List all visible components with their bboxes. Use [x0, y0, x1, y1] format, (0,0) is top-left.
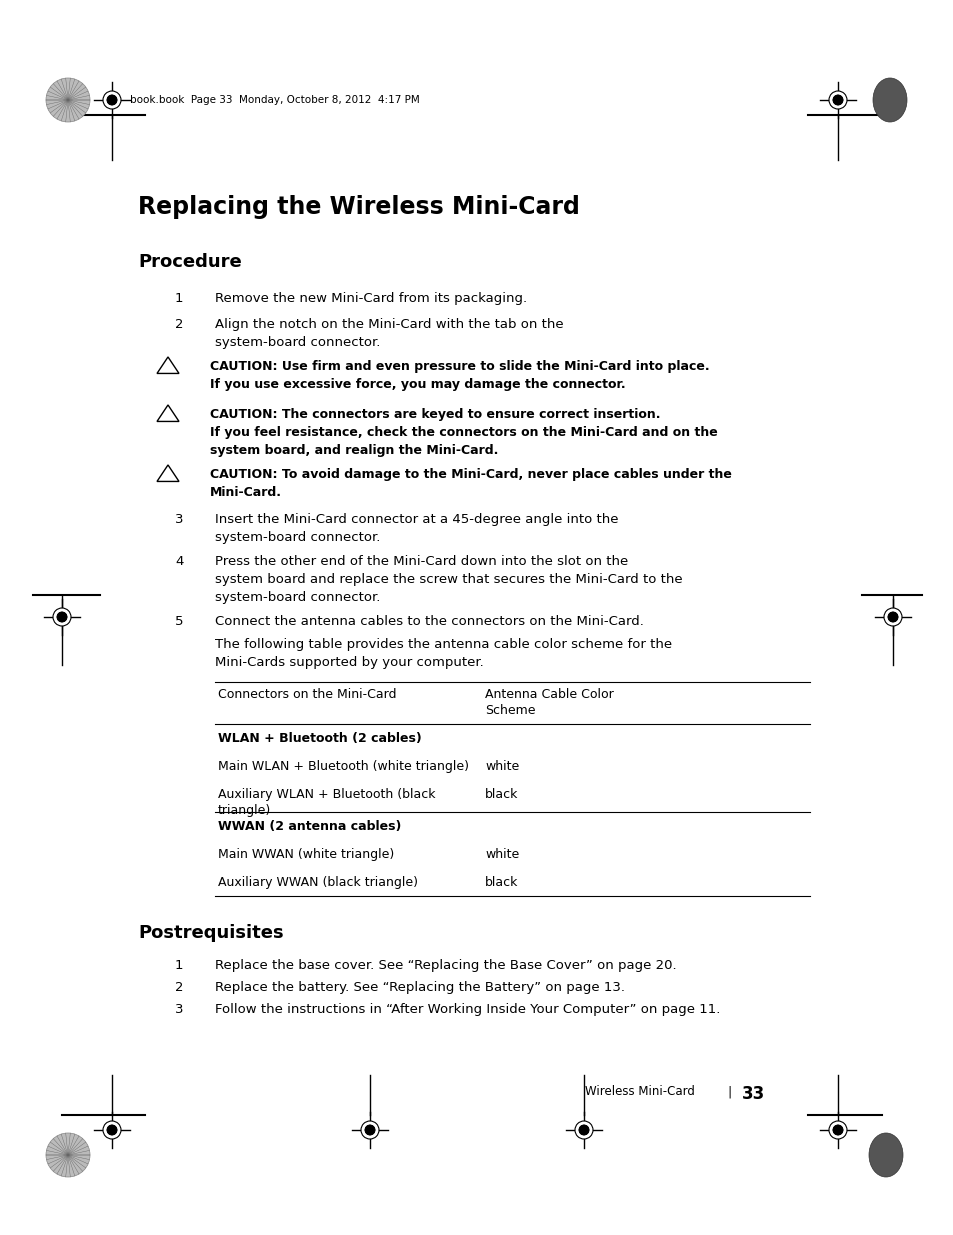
Text: If you use excessive force, you may damage the connector.: If you use excessive force, you may dama… [210, 378, 625, 391]
Text: 1: 1 [174, 291, 183, 305]
Circle shape [53, 608, 71, 626]
Text: Align the notch on the Mini-Card with the tab on the: Align the notch on the Mini-Card with th… [214, 317, 563, 331]
Text: Replacing the Wireless Mini-Card: Replacing the Wireless Mini-Card [138, 195, 579, 219]
Ellipse shape [868, 1132, 902, 1177]
Text: The following table provides the antenna cable color scheme for the: The following table provides the antenna… [214, 638, 672, 651]
Text: black: black [484, 788, 517, 802]
Text: If you feel resistance, check the connectors on the Mini-Card and on the: If you feel resistance, check the connec… [210, 426, 717, 438]
Circle shape [832, 1125, 842, 1135]
Text: black: black [484, 876, 517, 889]
Circle shape [832, 95, 842, 105]
Circle shape [832, 95, 842, 105]
Text: Replace the base cover. See “Replacing the Base Cover” on page 20.: Replace the base cover. See “Replacing t… [214, 960, 676, 972]
Text: system-board connector.: system-board connector. [214, 336, 380, 350]
Text: 2: 2 [174, 317, 183, 331]
Text: white: white [484, 760, 518, 773]
Text: 3: 3 [174, 513, 183, 526]
Circle shape [46, 78, 90, 122]
Text: 33: 33 [741, 1086, 764, 1103]
Circle shape [46, 1132, 90, 1177]
Text: Scheme: Scheme [484, 704, 535, 718]
Circle shape [887, 613, 897, 622]
Text: WLAN + Bluetooth (2 cables): WLAN + Bluetooth (2 cables) [218, 732, 421, 745]
Text: Wireless Mini-Card: Wireless Mini-Card [584, 1086, 694, 1098]
Text: system board, and realign the Mini-Card.: system board, and realign the Mini-Card. [210, 445, 497, 457]
Circle shape [360, 1121, 378, 1139]
Circle shape [107, 95, 117, 105]
Circle shape [107, 1125, 117, 1135]
Text: system-board connector.: system-board connector. [214, 531, 380, 543]
Text: system-board connector.: system-board connector. [214, 592, 380, 604]
Text: Mini-Cards supported by your computer.: Mini-Cards supported by your computer. [214, 656, 483, 669]
Circle shape [57, 613, 67, 622]
Circle shape [107, 1125, 117, 1135]
Text: 2: 2 [174, 981, 183, 994]
Text: 4: 4 [174, 555, 183, 568]
Text: Main WLAN + Bluetooth (white triangle): Main WLAN + Bluetooth (white triangle) [218, 760, 469, 773]
Text: CAUTION: To avoid damage to the Mini-Card, never place cables under the: CAUTION: To avoid damage to the Mini-Car… [210, 468, 731, 480]
Circle shape [103, 1121, 121, 1139]
Circle shape [365, 1125, 375, 1135]
Text: Main WWAN (white triangle): Main WWAN (white triangle) [218, 848, 394, 861]
Circle shape [883, 608, 901, 626]
Ellipse shape [872, 78, 906, 122]
Circle shape [103, 91, 121, 109]
Circle shape [578, 1125, 588, 1135]
Text: Postrequisites: Postrequisites [138, 924, 283, 942]
Text: triangle): triangle) [218, 804, 271, 818]
Text: book.book  Page 33  Monday, October 8, 2012  4:17 PM: book.book Page 33 Monday, October 8, 201… [130, 95, 419, 105]
Text: CAUTION: Use firm and even pressure to slide the Mini-Card into place.: CAUTION: Use firm and even pressure to s… [210, 359, 709, 373]
Text: Follow the instructions in “After Working Inside Your Computer” on page 11.: Follow the instructions in “After Workin… [214, 1003, 720, 1016]
Text: WWAN (2 antenna cables): WWAN (2 antenna cables) [218, 820, 401, 832]
Text: system board and replace the screw that secures the Mini-Card to the: system board and replace the screw that … [214, 573, 682, 585]
Circle shape [887, 613, 897, 622]
Circle shape [57, 613, 67, 622]
Circle shape [365, 1125, 375, 1135]
Text: Auxiliary WLAN + Bluetooth (black: Auxiliary WLAN + Bluetooth (black [218, 788, 435, 802]
Text: Remove the new Mini-Card from its packaging.: Remove the new Mini-Card from its packag… [214, 291, 527, 305]
Circle shape [832, 1125, 842, 1135]
Text: Antenna Cable Color: Antenna Cable Color [484, 688, 613, 701]
Circle shape [578, 1125, 588, 1135]
Text: 1: 1 [174, 960, 183, 972]
Text: 5: 5 [174, 615, 183, 629]
Circle shape [828, 1121, 846, 1139]
Text: Mini-Card.: Mini-Card. [210, 487, 282, 499]
Text: Procedure: Procedure [138, 253, 241, 270]
Text: 3: 3 [174, 1003, 183, 1016]
Text: CAUTION: The connectors are keyed to ensure correct insertion.: CAUTION: The connectors are keyed to ens… [210, 408, 659, 421]
Text: Insert the Mini-Card connector at a 45-degree angle into the: Insert the Mini-Card connector at a 45-d… [214, 513, 618, 526]
Text: Auxiliary WWAN (black triangle): Auxiliary WWAN (black triangle) [218, 876, 417, 889]
Text: |: | [727, 1086, 731, 1098]
Text: Connectors on the Mini-Card: Connectors on the Mini-Card [218, 688, 396, 701]
Circle shape [575, 1121, 593, 1139]
Text: white: white [484, 848, 518, 861]
Text: Press the other end of the Mini-Card down into the slot on the: Press the other end of the Mini-Card dow… [214, 555, 628, 568]
Circle shape [107, 95, 117, 105]
Circle shape [828, 91, 846, 109]
Text: Connect the antenna cables to the connectors on the Mini-Card.: Connect the antenna cables to the connec… [214, 615, 643, 629]
Text: Replace the battery. See “Replacing the Battery” on page 13.: Replace the battery. See “Replacing the … [214, 981, 624, 994]
